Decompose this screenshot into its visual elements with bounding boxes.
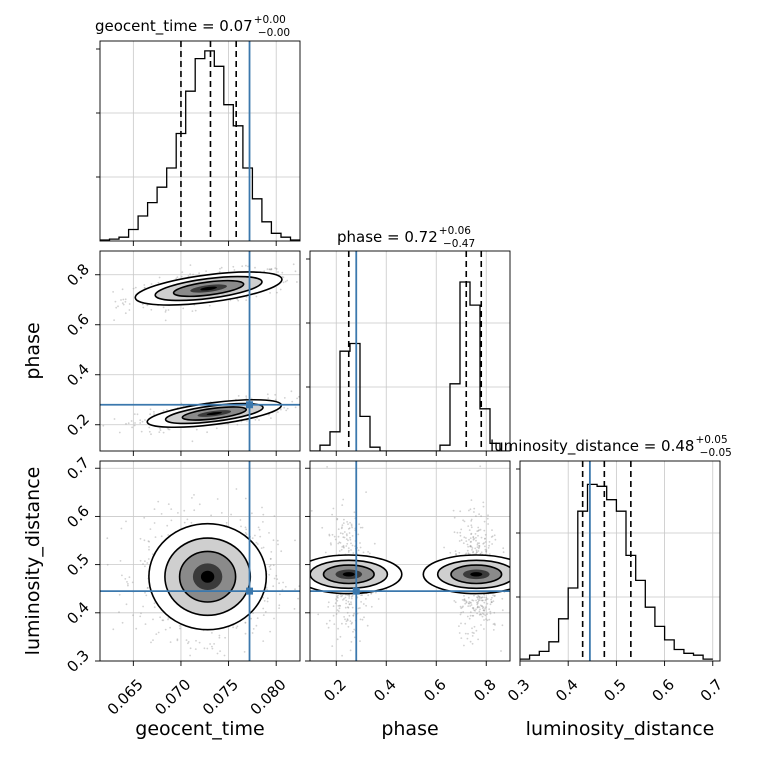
- panel-frame: [519, 460, 721, 662]
- panel-hist-luminosity_distance: [516, 460, 721, 666]
- x-tick-label: 0.6: [649, 675, 679, 705]
- panel-frame: [99, 460, 301, 662]
- y-tick-label: 0.4: [63, 360, 93, 390]
- density-contour: [206, 411, 222, 416]
- x-tick-label: 0.7: [697, 675, 727, 705]
- histogram-step-line: [100, 50, 300, 241]
- y-tick-label: 0.2: [63, 410, 93, 440]
- panel-frame: [99, 40, 301, 242]
- y-tick-label: 0.8: [63, 260, 93, 290]
- panel-hist-phase: [306, 250, 511, 456]
- panel-luminosity_distance_vs_geocent_time: [95, 460, 301, 666]
- x-tick-label: 0.4: [370, 676, 400, 706]
- x-tick-label: 0.2: [320, 676, 350, 706]
- x-tick-label: 0.070: [151, 676, 194, 719]
- truth-marker: [246, 401, 254, 409]
- density-contour: [200, 570, 215, 583]
- y-axis-label-phase: phase: [22, 322, 44, 379]
- title-phase: phase = 0.72+0.06 −0.47: [337, 225, 475, 250]
- x-axis-label-geocent_time: geocent_time: [135, 718, 264, 740]
- histogram-step-line: [520, 483, 713, 660]
- x-tick-label: 0.5: [600, 675, 630, 705]
- x-tick-label: 0.6: [420, 676, 450, 706]
- title-geocent_time: geocent_time = 0.07+0.00 −0.00: [95, 14, 290, 39]
- y-tick-label: 0.6: [63, 310, 93, 340]
- x-tick-label: 0.075: [199, 675, 242, 718]
- y-tick-label: 0.6: [63, 502, 93, 532]
- title-luminosity_distance: luminosity_distance = 0.48+0.05 −0.05: [490, 434, 732, 459]
- panel-frame: [309, 250, 511, 452]
- panel-frame: [99, 250, 301, 452]
- y-axis-label-luminosity_distance: luminosity_distance: [22, 467, 44, 656]
- histogram-step-line: [310, 281, 510, 451]
- y-tick-label: 0.7: [63, 454, 93, 484]
- panel-frame: [309, 460, 511, 662]
- x-tick-label: 0.8: [470, 676, 500, 706]
- panel-luminosity_distance_vs_phase: [305, 460, 511, 666]
- x-axis-label-phase: phase: [381, 718, 438, 740]
- panel-phase_vs_geocent_time: [95, 250, 301, 456]
- y-tick-label: 0.4: [63, 598, 93, 628]
- truth-marker: [246, 587, 254, 595]
- x-tick-label: 0.080: [247, 675, 290, 718]
- truth-marker: [352, 587, 360, 595]
- y-tick-label: 0.5: [63, 550, 93, 580]
- panel-hist-geocent_time: [96, 40, 301, 246]
- y-tick-label: 0.3: [63, 646, 93, 676]
- density-contour: [470, 572, 483, 577]
- x-axis-label-luminosity_distance: luminosity_distance: [526, 718, 715, 740]
- x-tick-label: 0.3: [504, 675, 534, 705]
- density-contour: [200, 286, 217, 291]
- x-tick-label: 0.065: [104, 675, 147, 718]
- x-tick-label: 0.4: [552, 675, 582, 705]
- density-contour: [342, 572, 355, 577]
- tick-labels: 0.065 0.070 0.075 0.080 0.2 0.4 0.6 0.8 0.3 0.4 0.…: [63, 260, 726, 718]
